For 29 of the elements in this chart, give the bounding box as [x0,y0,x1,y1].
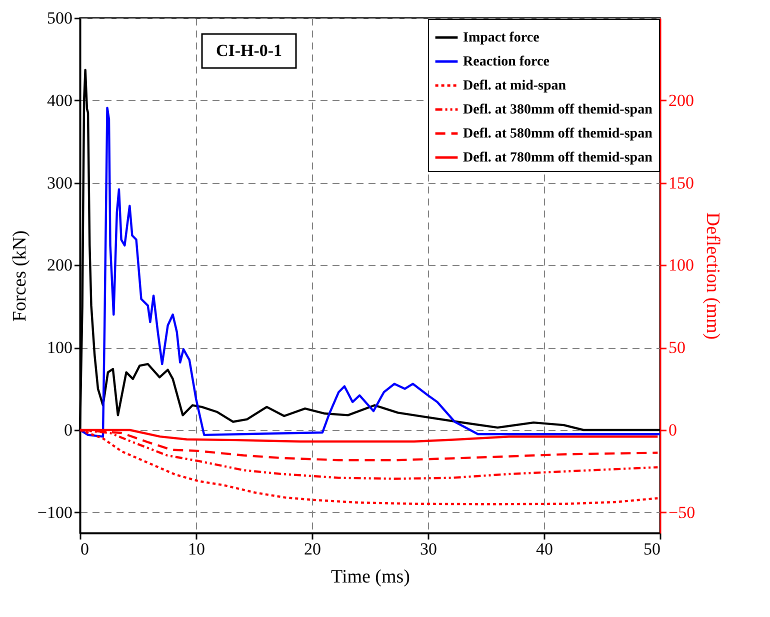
y2-axis-title: Deflection (mm) [702,212,724,340]
legend-label: Impact force [463,30,540,46]
x-tick-label: 10 [188,540,205,558]
legend-label: Defl. at mid-span [463,78,566,94]
y-tick-label: 300 [47,173,72,192]
y2-tick-label: 0 [668,420,677,440]
y2-tick-label: 150 [668,173,694,192]
y2-tick-label: 50 [668,338,686,358]
x-tick-label: 30 [420,540,437,558]
y2-tick-label: 100 [668,256,694,275]
y2-tick-label: −50 [668,502,696,522]
legend-label: Defl. at 580mm off themid-span [463,126,653,142]
x-tick-label: 40 [536,540,553,558]
x-tick-label: 50 [644,540,660,558]
y-tick-label: −100 [37,502,72,522]
y-tick-label: 200 [47,256,72,275]
y-tick-label: 400 [47,90,72,110]
y-tick-label: 500 [47,8,72,28]
y2-tick-label: 200 [668,90,694,110]
x-tick-label: 20 [304,540,321,558]
legend-label: Defl. at 380mm off themid-span [463,102,653,118]
y-axis-title: Forces (kN) [9,230,30,322]
y-tick-label: 100 [47,338,72,358]
annotation: CI-H-0-1 [216,41,282,60]
legend-label: Reaction force [463,54,550,70]
x-tick-label: 0 [80,540,89,558]
x-axis-title: Time (ms) [330,566,410,588]
y-tick-label: 0 [64,420,72,440]
legend-label: Defl. at 780mm off themid-span [463,150,653,166]
